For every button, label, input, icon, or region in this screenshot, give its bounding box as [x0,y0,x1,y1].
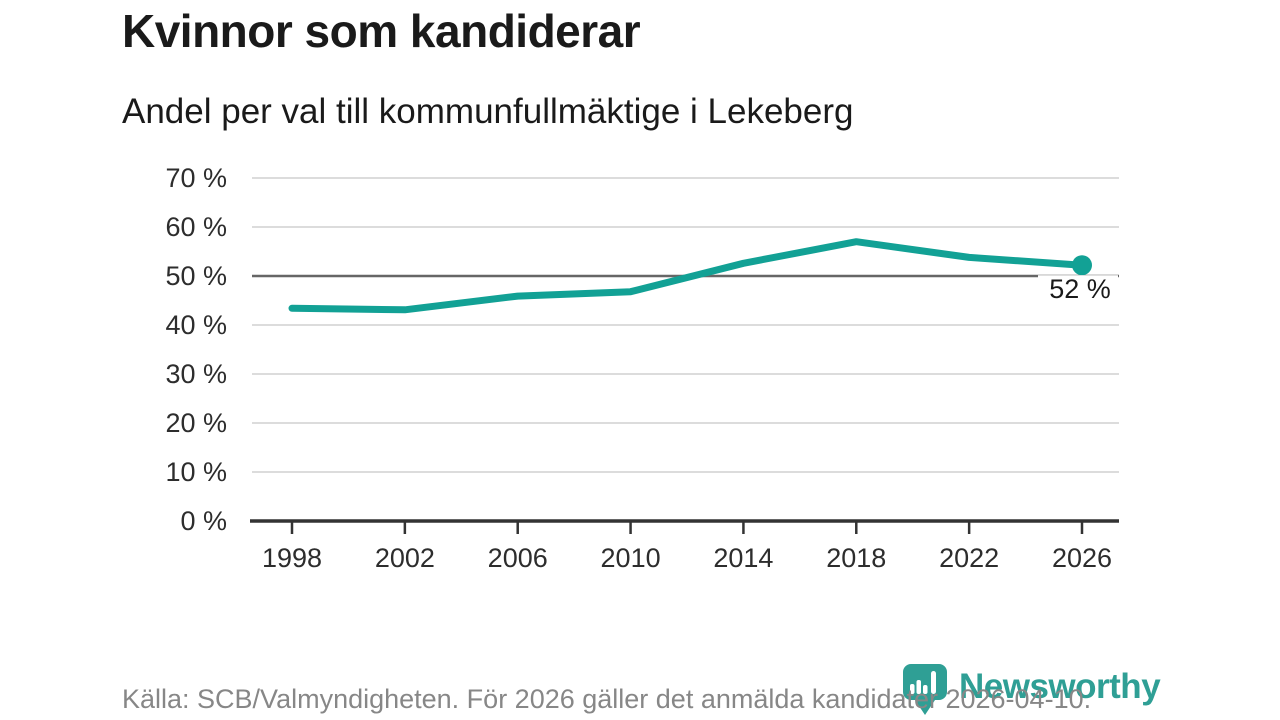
x-axis-label: 1998 [262,543,322,573]
x-axis-label: 2002 [375,543,435,573]
y-axis-label: 50 % [165,261,227,291]
x-axis-label: 2022 [939,543,999,573]
newsworthy-logo-text: Newsworthy [959,667,1161,706]
newsworthy-logo: Newsworthy [903,664,1161,716]
page-title: Kvinnor som kandiderar [122,5,641,57]
y-axis-label: 0 % [180,506,227,536]
y-axis-label: 30 % [165,359,227,389]
y-axis-label: 70 % [165,163,227,193]
x-axis-label: 2006 [488,543,548,573]
end-value-label: 52 % [1049,274,1111,304]
end-point-marker [1071,255,1092,276]
newsworthy-pin-icon [903,664,947,715]
x-axis-label: 2018 [826,543,886,573]
data-line [288,238,1086,314]
x-axis-label: 2010 [601,543,661,573]
y-axis-label: 20 % [165,408,227,438]
line-chart: 0 % 10 % 20 % 30 % 40 % 50 % 60 % 70 % 1998 2002 2… [165,163,1119,573]
chart-subtitle: Andel per val till kommunfullmäktige i L… [122,92,854,131]
source-note: Källa: SCB/Valmyndigheten. För 2026 gäll… [122,684,1092,714]
x-axis-label: 2026 [1052,543,1112,573]
y-axis-label: 60 % [165,212,227,242]
y-axis-label: 40 % [165,310,227,340]
x-axis-label: 2014 [713,543,773,573]
y-axis-label: 10 % [165,457,227,487]
end-label-halo [1037,275,1118,306]
